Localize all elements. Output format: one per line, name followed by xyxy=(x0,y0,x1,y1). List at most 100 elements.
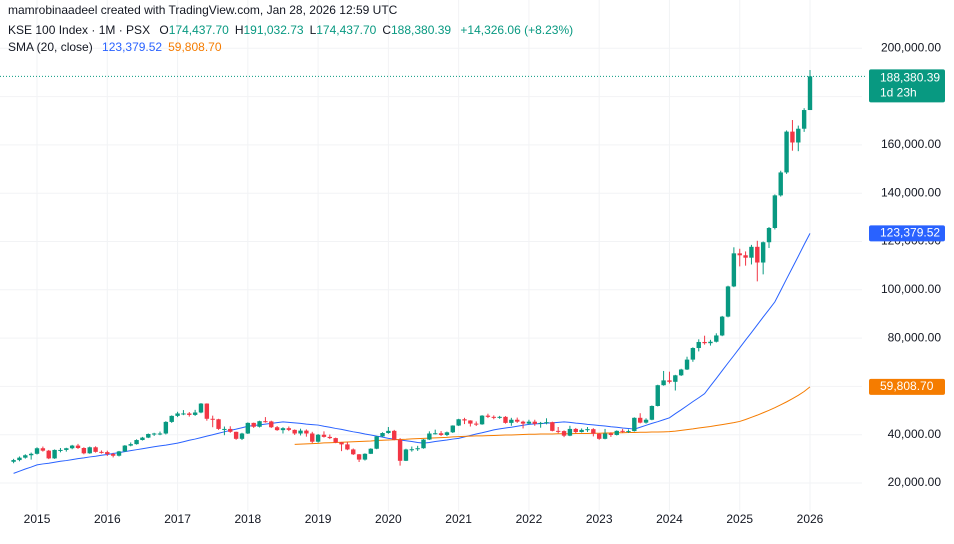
candle-body xyxy=(579,429,584,433)
candle xyxy=(790,120,795,151)
candle xyxy=(725,285,731,318)
candle xyxy=(392,429,397,441)
candle xyxy=(75,443,81,449)
candle-body xyxy=(198,403,204,413)
candle-body xyxy=(520,421,526,424)
candle-body xyxy=(544,422,549,424)
candle-body xyxy=(649,405,655,420)
candle xyxy=(386,426,391,434)
candle-body xyxy=(327,436,333,439)
candle-body xyxy=(128,444,133,446)
candle-body xyxy=(93,447,98,452)
candle-body xyxy=(64,448,69,450)
candle xyxy=(116,450,122,457)
candle xyxy=(333,437,338,444)
candle xyxy=(415,445,420,451)
indicator-values: 123,379.52 59,808.70 xyxy=(96,40,221,54)
candle-body xyxy=(526,421,532,424)
candle-body xyxy=(690,348,696,360)
candle xyxy=(222,426,227,436)
candle-body xyxy=(427,433,432,440)
symbol-legend: KSE 100 Index · 1M · PSX O174,437.70 H191… xyxy=(8,23,573,37)
candle xyxy=(772,194,778,230)
candle xyxy=(468,420,473,427)
ohlc-label: O xyxy=(159,23,169,37)
candle xyxy=(105,450,110,456)
candle-body xyxy=(110,454,116,456)
y-tick-label: 140,000.00 xyxy=(881,185,941,199)
y-tick-label: 40,000.00 xyxy=(888,427,942,441)
candle-body xyxy=(151,433,157,435)
candle xyxy=(99,450,104,454)
candle xyxy=(122,445,128,452)
candle-body xyxy=(561,431,567,436)
ohlc-label: L xyxy=(309,23,317,37)
candle xyxy=(485,413,491,419)
x-tick-label: 2017 xyxy=(164,512,191,526)
candle xyxy=(304,429,309,437)
candle-body xyxy=(760,242,766,263)
candle xyxy=(81,447,87,455)
candle xyxy=(380,432,385,437)
candle xyxy=(421,439,426,449)
candle xyxy=(274,426,280,431)
candle xyxy=(444,431,450,437)
candle-body xyxy=(181,413,186,415)
price-tag-label: 188,380.39 xyxy=(880,71,940,85)
sma-line xyxy=(13,233,811,474)
candle xyxy=(269,420,274,428)
candle xyxy=(643,418,649,424)
candle xyxy=(708,339,713,346)
candle xyxy=(632,417,637,432)
candle-body xyxy=(784,131,789,173)
candle xyxy=(784,130,789,174)
candle xyxy=(351,448,356,456)
candle-body xyxy=(69,445,75,449)
candle-body xyxy=(157,433,163,435)
x-tick-label: 2018 xyxy=(234,512,261,526)
candle-body xyxy=(567,428,573,436)
candle xyxy=(561,430,567,438)
candle-body xyxy=(356,454,362,460)
candle xyxy=(58,448,63,453)
candle xyxy=(210,415,215,428)
candle xyxy=(34,447,40,455)
ohlc-value: 174,437.70 xyxy=(316,23,377,37)
candle-body xyxy=(433,433,438,435)
y-tick-label: 100,000.00 xyxy=(881,282,941,296)
candle xyxy=(157,431,163,436)
candle xyxy=(649,405,655,421)
candle-body xyxy=(269,421,274,428)
candle xyxy=(298,428,303,436)
candle-body xyxy=(251,422,256,427)
candle xyxy=(538,421,543,428)
indicator-name: SMA (20, close) xyxy=(8,40,93,54)
candle-body xyxy=(801,110,807,129)
ohlc-legend: O174,437.70 H191,032.73 L174,437.70 C188,38… xyxy=(153,23,451,37)
candle-body xyxy=(204,403,210,419)
candle xyxy=(427,431,432,441)
candle-body xyxy=(286,428,292,430)
candle-body xyxy=(233,431,239,439)
candle xyxy=(579,428,584,433)
candle-body xyxy=(485,415,491,417)
candle-body xyxy=(228,428,233,432)
candle-body xyxy=(573,428,578,433)
candle-body xyxy=(708,341,713,344)
y-tick-label: 80,000.00 xyxy=(888,330,942,344)
candle-body xyxy=(274,427,280,431)
x-tick-label: 2024 xyxy=(656,512,683,526)
x-tick-label: 2015 xyxy=(24,512,51,526)
candle-body xyxy=(192,412,198,415)
candle xyxy=(128,442,133,447)
symbol: KSE 100 Index · 1M · PSX xyxy=(8,23,151,37)
candle xyxy=(257,420,262,428)
candle xyxy=(397,438,403,466)
candle xyxy=(503,416,508,424)
candle xyxy=(655,384,660,407)
candle-body xyxy=(632,417,637,432)
candle-body xyxy=(116,451,122,456)
candle-body xyxy=(222,428,227,430)
candle-body xyxy=(280,428,286,431)
candle xyxy=(667,371,672,384)
